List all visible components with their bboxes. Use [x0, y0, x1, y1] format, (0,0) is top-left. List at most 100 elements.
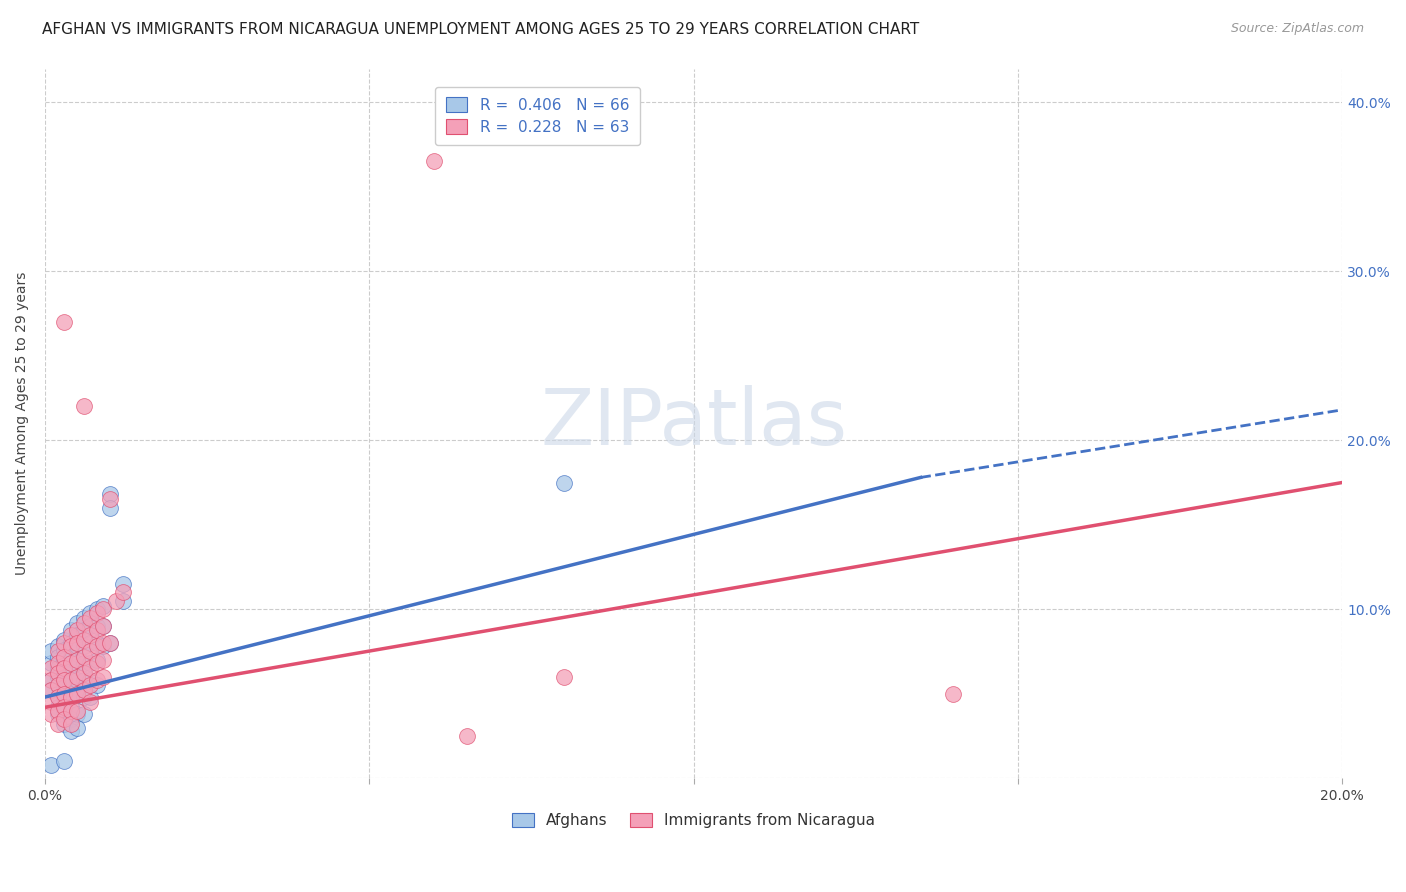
Point — [59, 661, 82, 675]
Point — [66, 636, 89, 650]
Point — [53, 636, 76, 650]
Point — [111, 594, 134, 608]
Point — [46, 640, 69, 654]
Point — [93, 602, 115, 616]
Point — [66, 706, 89, 721]
Text: ZIPatlas: ZIPatlas — [540, 385, 848, 461]
Point — [41, 673, 63, 688]
Point — [553, 475, 575, 490]
Point — [53, 678, 76, 692]
Point — [41, 706, 63, 721]
Point — [66, 721, 89, 735]
Point — [46, 670, 69, 684]
Point — [93, 640, 115, 654]
Point — [79, 657, 101, 671]
Point — [86, 619, 108, 633]
Point — [53, 642, 76, 657]
Point — [73, 673, 96, 688]
Point — [59, 687, 82, 701]
Point — [73, 610, 96, 624]
Point — [86, 673, 108, 688]
Point — [41, 657, 63, 671]
Point — [86, 636, 108, 650]
Point — [59, 649, 82, 664]
Point — [59, 623, 82, 637]
Point — [73, 400, 96, 414]
Point — [79, 619, 101, 633]
Point — [53, 700, 76, 714]
Point — [79, 690, 101, 705]
Point — [66, 627, 89, 641]
Point — [98, 500, 121, 515]
Point — [98, 636, 121, 650]
Point — [93, 619, 115, 633]
Point — [53, 704, 76, 718]
Point — [111, 585, 134, 599]
Point — [66, 615, 89, 630]
Text: AFGHAN VS IMMIGRANTS FROM NICARAGUA UNEMPLOYMENT AMONG AGES 25 TO 29 YEARS CORRE: AFGHAN VS IMMIGRANTS FROM NICARAGUA UNEM… — [42, 22, 920, 37]
Point — [53, 649, 76, 664]
Point — [59, 723, 82, 738]
Point — [59, 712, 82, 726]
Point — [53, 315, 76, 329]
Point — [59, 673, 82, 688]
Point — [553, 670, 575, 684]
Point — [105, 594, 128, 608]
Point — [46, 678, 69, 692]
Point — [41, 644, 63, 658]
Point — [79, 661, 101, 675]
Point — [46, 657, 69, 671]
Point — [86, 640, 108, 654]
Point — [46, 649, 69, 664]
Point — [79, 673, 101, 688]
Point — [73, 657, 96, 671]
Point — [53, 673, 76, 688]
Point — [41, 673, 63, 688]
Point — [79, 678, 101, 692]
Point — [46, 644, 69, 658]
Point — [53, 653, 76, 667]
Point — [86, 653, 108, 667]
Point — [66, 640, 89, 654]
Point — [79, 636, 101, 650]
Point — [59, 704, 82, 718]
Point — [98, 487, 121, 501]
Text: Source: ZipAtlas.com: Source: ZipAtlas.com — [1230, 22, 1364, 36]
Point — [46, 706, 69, 721]
Y-axis label: Unemployment Among Ages 25 to 29 years: Unemployment Among Ages 25 to 29 years — [15, 272, 30, 575]
Point — [73, 640, 96, 654]
Point — [93, 653, 115, 667]
Point — [53, 717, 76, 731]
Point — [66, 653, 89, 667]
Point — [53, 661, 76, 675]
Point — [86, 657, 108, 671]
Point — [93, 619, 115, 633]
Point — [59, 640, 82, 654]
Point — [59, 636, 82, 650]
Point — [66, 687, 89, 701]
Point — [111, 577, 134, 591]
Point — [53, 687, 76, 701]
Point — [79, 610, 101, 624]
Point — [86, 623, 108, 637]
Point — [66, 623, 89, 637]
Point — [73, 683, 96, 698]
Legend: Afghans, Immigrants from Nicaragua: Afghans, Immigrants from Nicaragua — [506, 806, 882, 834]
Point — [86, 606, 108, 620]
Point — [66, 657, 89, 671]
Point — [59, 700, 82, 714]
Point — [93, 599, 115, 613]
Point — [59, 690, 82, 705]
Point — [46, 704, 69, 718]
Point — [73, 706, 96, 721]
Point — [79, 606, 101, 620]
Point — [98, 636, 121, 650]
Point — [46, 700, 69, 714]
Point — [942, 687, 965, 701]
Point — [79, 644, 101, 658]
Point — [41, 757, 63, 772]
Point — [456, 729, 478, 743]
Point — [66, 670, 89, 684]
Point — [41, 683, 63, 698]
Point — [46, 717, 69, 731]
